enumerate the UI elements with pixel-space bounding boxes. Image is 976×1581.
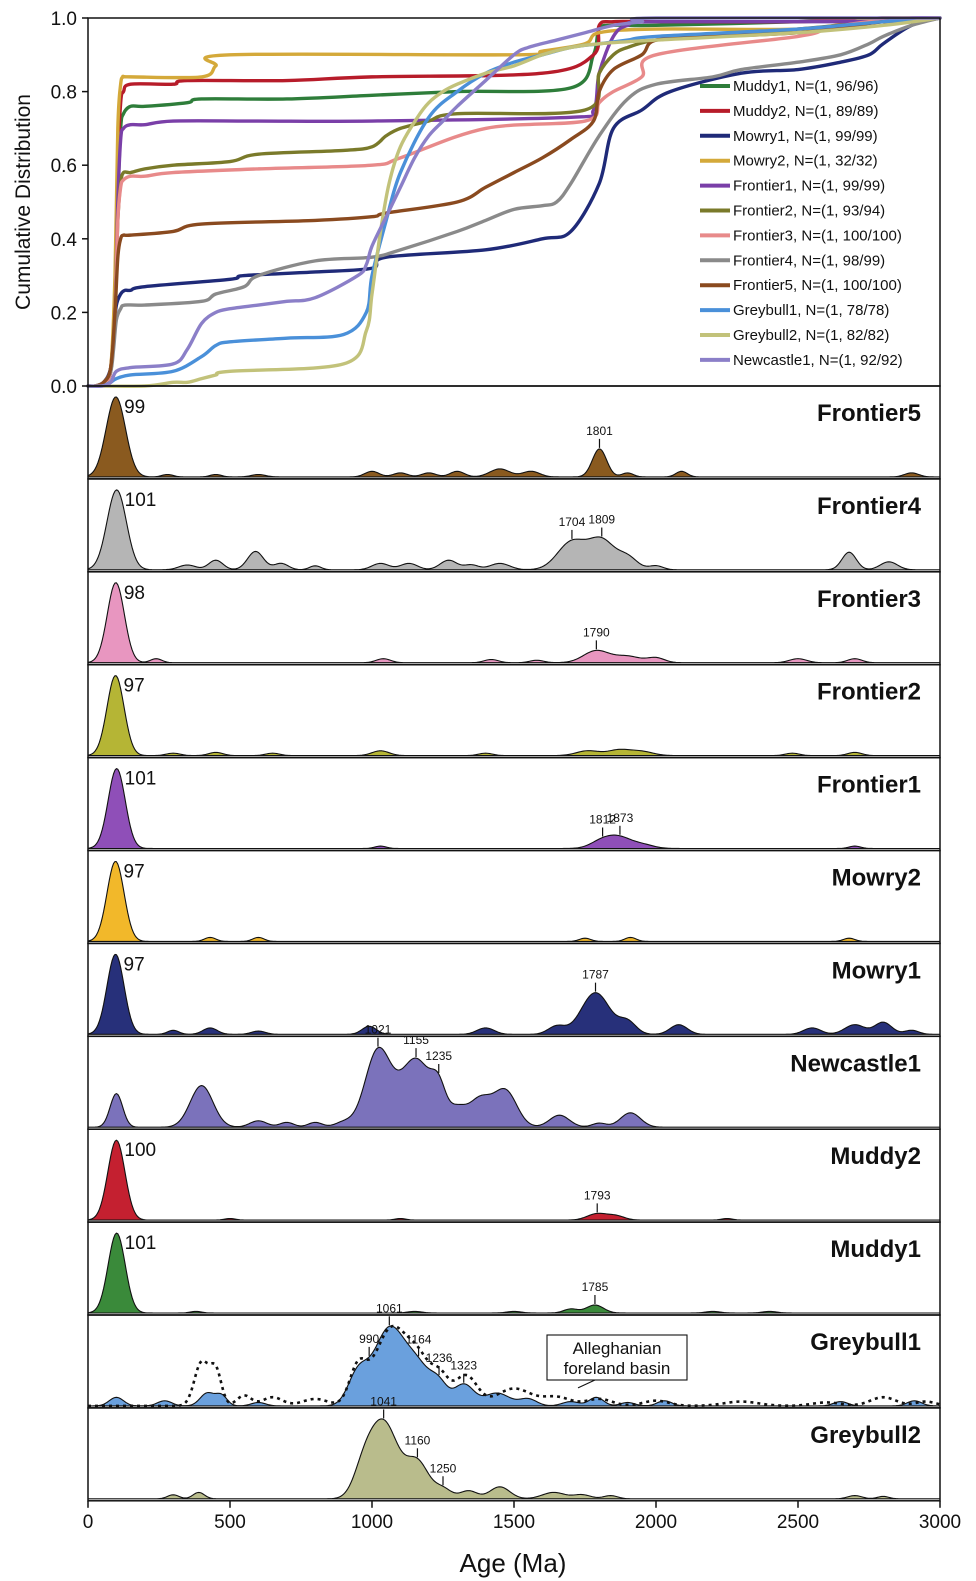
- peak-label-frontier3-0: 98: [124, 583, 145, 604]
- panel-title-muddy2: Muddy2: [830, 1143, 921, 1170]
- panel-title-muddy1: Muddy1: [830, 1236, 921, 1263]
- legend-label-8: Frontier5, N=(1, 100/100): [733, 277, 902, 294]
- kde-area-frontier1: [87, 768, 941, 850]
- legend-label-10: Greybull2, N=(1, 82/82): [733, 327, 889, 344]
- peak-label-greybull1-4: 1323: [450, 1359, 477, 1373]
- kde-area-mowry2: [87, 860, 941, 942]
- kde-panel-frame-mowry2: [87, 849, 941, 945]
- kde-area-greybull2: [87, 1418, 941, 1500]
- kde-panel-frame-muddy1: [87, 1221, 941, 1316]
- cdf-y-tick-label-4: 0.8: [51, 83, 77, 104]
- panel-title-greybull2: Greybull2: [810, 1422, 921, 1449]
- x-tick-label-6: 3000: [919, 1512, 961, 1533]
- peak-label-muddy2-1: 1793: [584, 1188, 611, 1202]
- cdf-y-tick-label-3: 0.6: [51, 156, 77, 177]
- x-tick-label-0: 0: [83, 1512, 94, 1533]
- peak-label-frontier5-0: 99: [124, 397, 145, 418]
- cdf-y-tick-label-5: 1.0: [51, 9, 77, 30]
- kde-area-muddy1: [87, 1232, 941, 1314]
- peak-label-frontier3-1: 1790: [583, 625, 610, 639]
- kde-area-muddy2: [87, 1139, 941, 1221]
- cdf-y-tick-label-2: 0.4: [51, 230, 78, 251]
- kde-panel-frame-frontier4: [87, 478, 941, 573]
- peak-label-greybull2-0: 1041: [370, 1394, 397, 1408]
- kde-area-newcastle1: [87, 1046, 941, 1128]
- panel-title-newcastle1: Newcastle1: [790, 1050, 921, 1077]
- kde-panel-frame-frontier1: [87, 756, 941, 852]
- kde-panel-frame-frontier3: [87, 571, 941, 666]
- peak-label-greybull2-2: 1250: [430, 1461, 457, 1475]
- kde-area-frontier3: [87, 582, 941, 664]
- peak-label-newcastle1-2: 1235: [425, 1049, 452, 1063]
- annotation-line-1: Alleghanian: [573, 1339, 662, 1358]
- legend-label-2: Mowry1, N=(1, 99/99): [733, 128, 878, 145]
- legend-label-9: Greybull1, N=(1, 78/78): [733, 302, 889, 319]
- x-axis-label: Age (Ma): [460, 1548, 567, 1578]
- x-tick-label-2: 1000: [351, 1512, 393, 1533]
- peak-label-frontier1-0: 101: [125, 769, 157, 790]
- peak-label-greybull1-3: 1236: [426, 1351, 453, 1365]
- peak-label-frontier2-0: 97: [124, 676, 145, 697]
- peak-label-muddy1-1: 1785: [582, 1280, 609, 1294]
- kde-area-frontier2: [87, 675, 941, 757]
- peak-label-frontier1-2: 1873: [607, 811, 634, 825]
- peak-label-muddy2-0: 100: [124, 1140, 156, 1161]
- kde-area-mowry1: [87, 953, 941, 1035]
- legend-label-6: Frontier3, N=(1, 100/100): [733, 227, 902, 244]
- x-tick-label-4: 2000: [635, 1512, 677, 1533]
- kde-area-frontier5: [87, 396, 941, 478]
- peak-label-mowry2-0: 97: [124, 862, 145, 883]
- legend-label-1: Muddy2, N=(1, 89/89): [733, 103, 879, 120]
- peak-label-newcastle1-0: 1021: [365, 1023, 392, 1037]
- legend-label-0: Muddy1, N=(1, 96/96): [733, 78, 879, 95]
- legend-label-5: Frontier2, N=(1, 93/94): [733, 203, 885, 220]
- peak-label-frontier4-0: 101: [125, 490, 157, 511]
- peak-label-greybull1-1: 1061: [376, 1301, 403, 1315]
- legend-label-4: Frontier1, N=(1, 99/99): [733, 178, 885, 195]
- x-tick-label-1: 500: [214, 1512, 246, 1533]
- annotation-leader-line: [577, 1379, 596, 1389]
- peak-label-mowry1-0: 97: [124, 954, 145, 975]
- x-tick-label-3: 1500: [493, 1512, 535, 1533]
- panel-title-mowry2: Mowry2: [832, 865, 921, 892]
- cdf-y-tick-label-1: 0.2: [51, 303, 77, 324]
- peak-label-frontier4-2: 1809: [588, 513, 615, 527]
- panel-title-frontier1: Frontier1: [817, 772, 921, 799]
- cdf-series-line-7: [86, 16, 942, 388]
- kde-panel-frame-mowry1: [87, 942, 941, 1038]
- panel-title-frontier5: Frontier5: [817, 400, 921, 427]
- cdf-y-tick-label-0: 0.0: [51, 377, 77, 398]
- panel-title-frontier2: Frontier2: [817, 679, 921, 706]
- peak-label-frontier1-1: 1812: [589, 812, 616, 826]
- annotation-box: [546, 1334, 688, 1381]
- annotation-line-2: foreland basin: [564, 1359, 671, 1378]
- kde-panel-frame-frontier5: [87, 385, 941, 480]
- peak-label-mowry1-1: 1787: [582, 968, 609, 982]
- legend-label-7: Frontier4, N=(1, 98/99): [733, 252, 885, 269]
- peak-label-greybull2-1: 1160: [405, 1433, 431, 1447]
- peak-label-frontier4-1: 1704: [559, 515, 586, 529]
- peak-label-greybull1-0: 990: [359, 1332, 379, 1346]
- panel-title-greybull1: Greybull1: [810, 1329, 921, 1356]
- peak-label-greybull1-2: 1164: [406, 1332, 432, 1346]
- legend-label-3: Mowry2, N=(1, 32/32): [733, 153, 878, 170]
- cdf-series-line-11: [86, 16, 942, 388]
- peak-label-newcastle1-1: 1155: [403, 1033, 429, 1047]
- peak-label-frontier5-1: 1801: [586, 424, 613, 438]
- panel-title-mowry1: Mowry1: [832, 957, 921, 984]
- kde-area-frontier4: [87, 489, 941, 571]
- x-tick-label-5: 2500: [777, 1512, 819, 1533]
- kde-panel-frame-frontier2: [87, 663, 941, 759]
- panel-title-frontier3: Frontier3: [817, 586, 921, 613]
- cdf-series-line-10: [86, 16, 942, 388]
- panel-title-frontier4: Frontier4: [817, 493, 922, 520]
- cdf-y-axis-label: Cumulative Distribution: [12, 94, 35, 310]
- peak-label-muddy1-0: 101: [125, 1233, 157, 1254]
- legend-label-11: Newcastle1, N=(1, 92/92): [733, 352, 903, 369]
- kde-panel-frame-muddy2: [87, 1128, 941, 1223]
